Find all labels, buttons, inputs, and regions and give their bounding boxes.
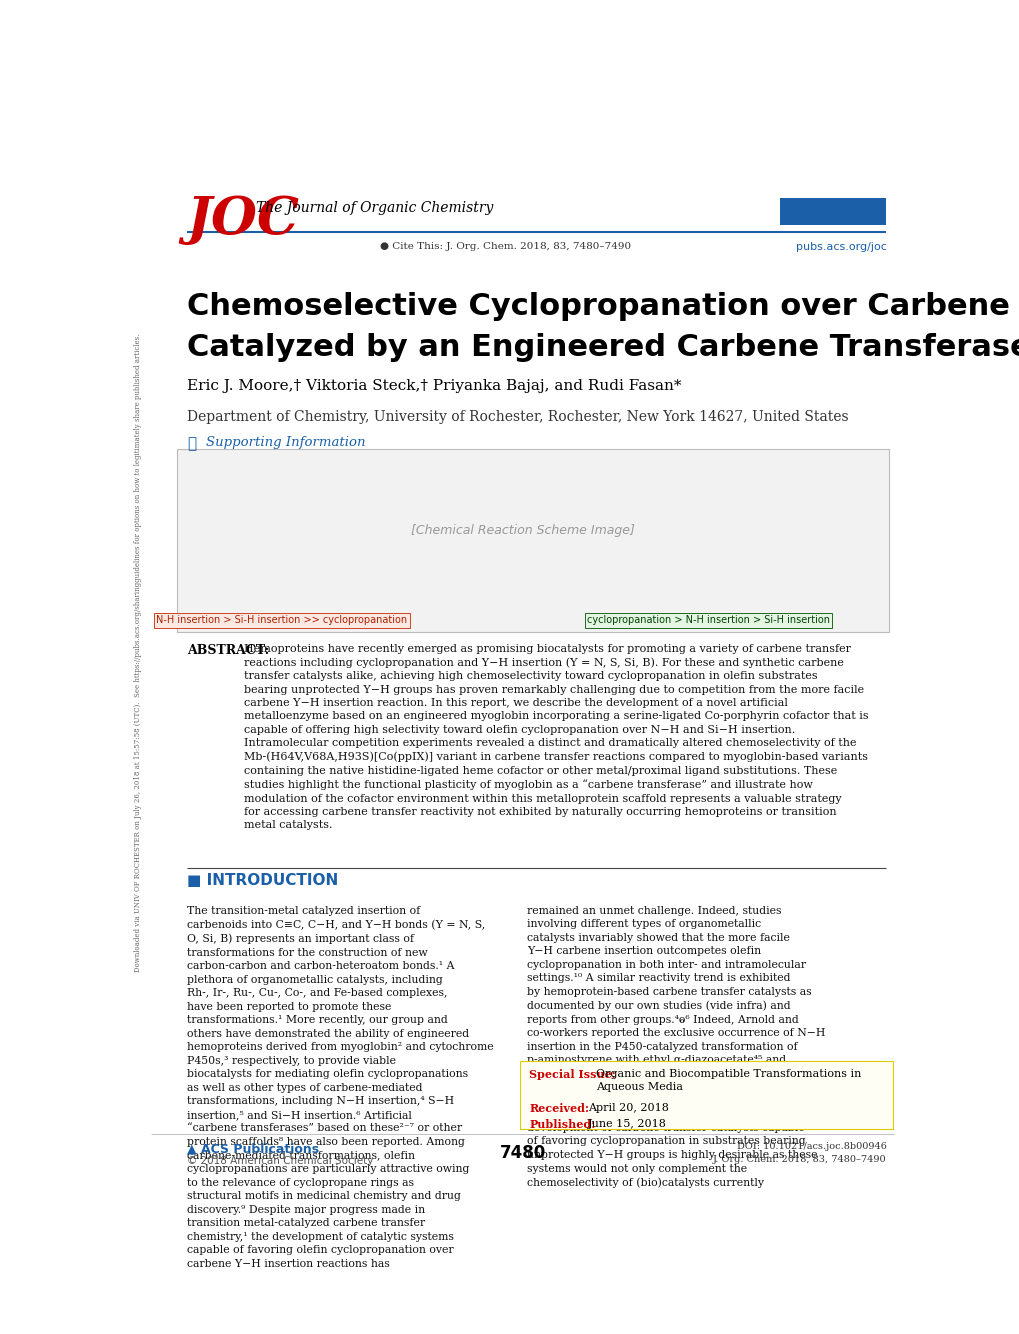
Text: Received:: Received: <box>529 1103 589 1114</box>
Text: ● Cite This: J. Org. Chem. 2018, 83, 7480–7490: ● Cite This: J. Org. Chem. 2018, 83, 748… <box>380 243 631 251</box>
Text: ▲ ACS Publications: ▲ ACS Publications <box>186 1142 319 1155</box>
Text: Department of Chemistry, University of Rochester, Rochester, New York 14627, Uni: Department of Chemistry, University of R… <box>186 410 848 424</box>
Text: pubs.acs.org/joc: pubs.acs.org/joc <box>795 243 886 252</box>
FancyBboxPatch shape <box>520 1061 892 1129</box>
Text: June 15, 2018: June 15, 2018 <box>588 1119 666 1130</box>
Text: DOI: 10.1021/acs.joc.8b00946
J. Org. Chem. 2018, 83, 7480–7490: DOI: 10.1021/acs.joc.8b00946 J. Org. Che… <box>712 1142 886 1163</box>
Text: Special Issue:: Special Issue: <box>529 1069 615 1081</box>
Text: Article: Article <box>809 205 855 217</box>
Text: remained an unmet challenge. Indeed, studies
involving different types of organo: remained an unmet challenge. Indeed, stu… <box>526 906 824 1187</box>
Text: [Chemical Reaction Scheme Image]: [Chemical Reaction Scheme Image] <box>411 524 634 538</box>
Text: Chemoselective Cyclopropanation over Carbene Y−H Insertion: Chemoselective Cyclopropanation over Car… <box>186 292 1019 320</box>
FancyBboxPatch shape <box>779 197 886 225</box>
Text: N-H insertion > Si-H insertion >> cyclopropanation: N-H insertion > Si-H insertion >> cyclop… <box>156 615 407 626</box>
Text: Catalyzed by an Engineered Carbene Transferase: Catalyzed by an Engineered Carbene Trans… <box>186 332 1019 362</box>
Text: The Journal of Organic Chemistry: The Journal of Organic Chemistry <box>256 201 493 215</box>
Text: cyclopropanation > N-H insertion > Si-H insertion: cyclopropanation > N-H insertion > Si-H … <box>587 615 829 626</box>
Text: Downloaded via UNIV OF ROCHESTER on July 26, 2018 at 15:57:58 (UTC).  See https:: Downloaded via UNIV OF ROCHESTER on July… <box>133 334 142 972</box>
Text: Organic and Biocompatible Transformations in
Aqueous Media: Organic and Biocompatible Transformation… <box>596 1069 861 1091</box>
Text: JOC: JOC <box>186 193 300 245</box>
Text: Eric J. Moore,† Viktoria Steck,† Priyanka Bajaj, and Rudi Fasan*: Eric J. Moore,† Viktoria Steck,† Priyank… <box>186 379 681 394</box>
Text: 7480: 7480 <box>499 1145 545 1162</box>
Text: April 20, 2018: April 20, 2018 <box>588 1103 668 1113</box>
Text: ABSTRACT:: ABSTRACT: <box>186 644 269 656</box>
Text: Published:: Published: <box>529 1119 595 1130</box>
Text: The transition-metal catalyzed insertion of
carbenoids into C≡C, C−H, and Y−H bo: The transition-metal catalyzed insertion… <box>186 906 493 1269</box>
FancyBboxPatch shape <box>177 448 888 631</box>
Text: ■ INTRODUCTION: ■ INTRODUCTION <box>186 872 337 888</box>
Text: Ⓢ: Ⓢ <box>186 436 196 451</box>
Text: © 2018 American Chemical Society: © 2018 American Chemical Society <box>186 1157 373 1166</box>
Text: Hemoproteins have recently emerged as promising biocatalysts for promoting a var: Hemoproteins have recently emerged as pr… <box>245 644 868 830</box>
Text: Supporting Information: Supporting Information <box>206 436 365 450</box>
